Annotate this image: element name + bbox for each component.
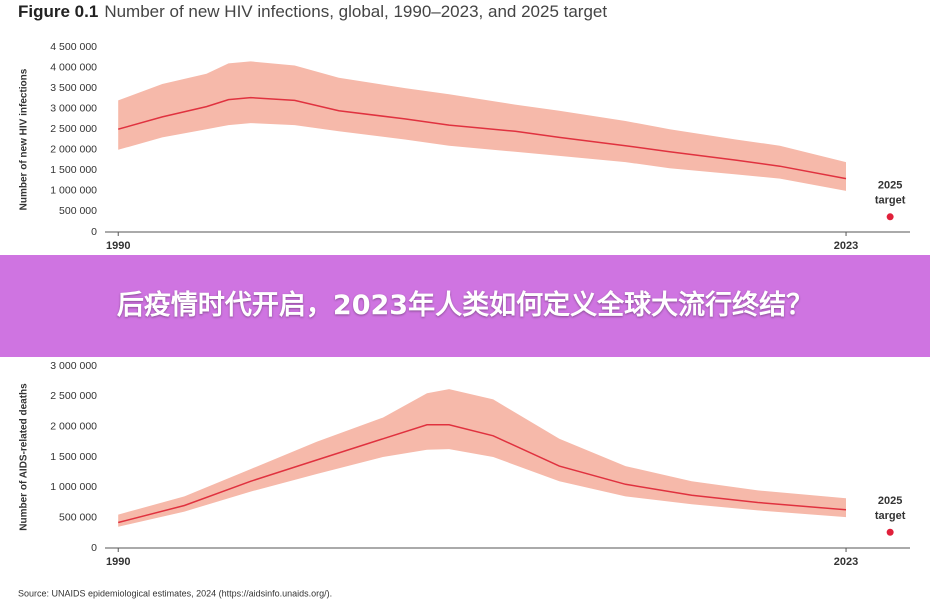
target-label: 2025: [878, 495, 902, 507]
y-tick-label: 2 000 000: [50, 420, 97, 432]
y-tick-label: 3 000 000: [50, 102, 97, 114]
y-tick-label: 1 000 000: [50, 481, 97, 493]
estimate-line: [117, 96, 847, 180]
x-tick-label: 1990: [106, 240, 130, 252]
y-tick-label: 3 000 000: [50, 360, 97, 372]
target-label: target: [875, 510, 906, 522]
banner-title: 后疫情时代开启，2023年人类如何定义全球大流行终结？: [116, 290, 814, 321]
y-tick-label: 1 000 000: [50, 185, 97, 197]
target-label: target: [875, 195, 906, 207]
x-tick-label: 2023: [834, 240, 858, 252]
y-tick-label: 500 000: [59, 205, 97, 217]
estimate-line: [118, 424, 847, 524]
target-dot: [886, 528, 894, 536]
y-tick-label: 4 000 000: [50, 61, 97, 73]
y-axis-label: Number of new HIV infections: [19, 68, 30, 210]
y-tick-label: 1 500 000: [50, 164, 97, 176]
banner: 后疫情时代开启，2023年人类如何定义全球大流行终结？: [0, 255, 930, 357]
y-tick-label: 3 500 000: [50, 82, 97, 94]
y-tick-label: 500 000: [59, 511, 97, 523]
figure-number: Figure 0.1: [18, 2, 98, 21]
y-tick-label: 2 000 000: [50, 144, 97, 156]
uncertainty-band: [118, 389, 846, 527]
y-tick-label: 0: [91, 226, 97, 238]
chart-title: Figure 0.1 Number of new HIV infections, …: [18, 2, 607, 21]
y-tick-label: 1 500 000: [50, 451, 97, 463]
target-label: 2025: [878, 180, 902, 192]
source-note: Source: UNAIDS epidemiological estimates…: [18, 588, 332, 598]
y-tick-label: 4 500 000: [50, 41, 97, 53]
y-tick-label: 2 500 000: [50, 123, 97, 135]
y-axis-label: Number of AIDS-related deaths: [19, 383, 30, 531]
uncertainty-band: [118, 61, 846, 191]
y-tick-label: 2 500 000: [50, 390, 97, 402]
target-dot: [886, 213, 894, 221]
x-tick-label: 1990: [106, 556, 130, 568]
y-tick-label: 0: [91, 542, 97, 554]
title-text: Number of new HIV infections, global, 19…: [104, 2, 607, 21]
x-tick-label: 2023: [834, 556, 858, 568]
